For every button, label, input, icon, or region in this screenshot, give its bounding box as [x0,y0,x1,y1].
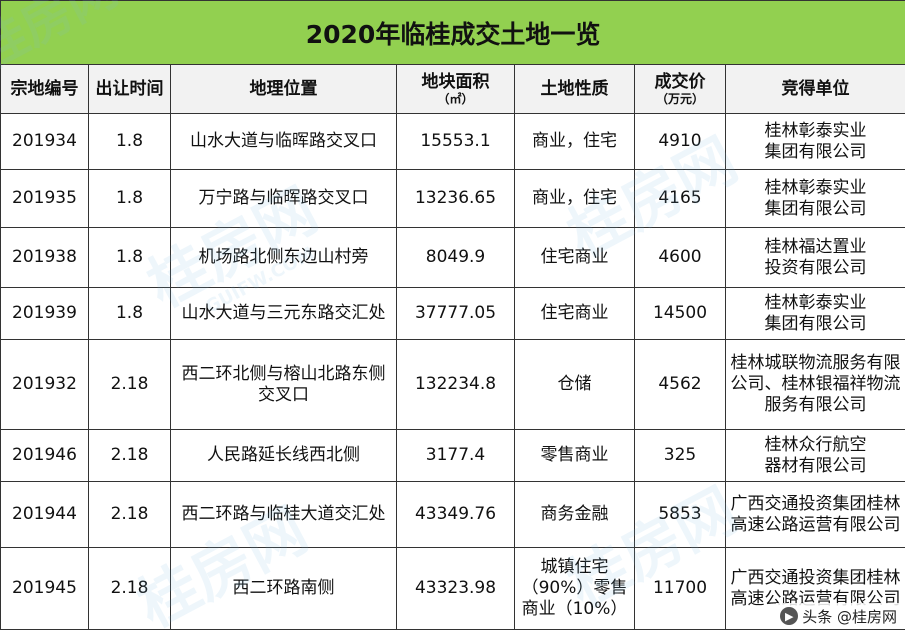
cell-sale-date: 2.18 [89,430,171,482]
column-header-unit: （万元） [635,92,725,106]
cell-price: 4600 [635,228,726,288]
cell-winning-bidder: 桂林彰泰实业 集团有限公司 [726,114,905,170]
column-header: 出让时间 [89,65,171,114]
column-header-label: 出让时间 [96,79,164,99]
column-header-label: 宗地编号 [11,79,79,99]
cell-price: 4165 [635,170,726,228]
cell-parcel-id: 201938 [1,228,89,288]
cell-price: 14500 [635,288,726,340]
column-header-unit: （㎡） [397,92,514,106]
land-transactions-sheet: 2020年临桂成交土地一览 宗地编号出让时间 地理位置 地块面积（㎡） 土地性质 成交价… [0,0,905,631]
cell-winning-bidder: 桂林福达置业 投资有限公司 [726,228,905,288]
cell-location: 万宁路与临晖路交叉口 [171,170,397,228]
header-row: 宗地编号出让时间 地理位置 地块面积（㎡） 土地性质 成交价（万元） 竞得单位 [1,65,905,114]
cell-land-use: 零售商业 [515,430,635,482]
column-header: 宗地编号 [1,65,89,114]
cell-parcel-id: 201934 [1,114,89,170]
cell-sale-date: 1.8 [89,288,171,340]
cell-location: 机场路北侧东边山村旁 [171,228,397,288]
cell-sale-date: 1.8 [89,170,171,228]
cell-parcel-id: 201935 [1,170,89,228]
cell-location: 西二环北侧与榕山北路东侧 交叉口 [171,340,397,430]
cell-land-use: 商业，住宅 [515,114,635,170]
column-header: 成交价（万元） [635,65,726,114]
cell-price: 5853 [635,482,726,548]
cell-area: 3177.4 [397,430,515,482]
cell-area: 13236.65 [397,170,515,228]
cell-land-use: 住宅商业 [515,288,635,340]
cell-land-use: 住宅商业 [515,228,635,288]
cell-parcel-id: 201946 [1,430,89,482]
cell-parcel-id: 201939 [1,288,89,340]
cell-sale-date: 2.18 [89,548,171,630]
cell-land-use: 商务金融 [515,482,635,548]
cell-winning-bidder: 桂林彰泰实业 集团有限公司 [726,170,905,228]
column-header-label: 成交价 [655,72,706,92]
cell-winning-bidder: 桂林彰泰实业 集团有限公司 [726,288,905,340]
table-title: 2020年临桂成交土地一览 [1,1,905,65]
cell-price: 4562 [635,340,726,430]
cell-sale-date: 1.8 [89,228,171,288]
column-header: 地理位置 [171,65,397,114]
cell-parcel-id: 201932 [1,340,89,430]
cell-location: 人民路延长线西北侧 [171,430,397,482]
cell-land-use: 商业，住宅 [515,170,635,228]
cell-area: 43349.76 [397,482,515,548]
cell-sale-date: 2.18 [89,482,171,548]
cell-area: 37777.05 [397,288,515,340]
cell-parcel-id: 201944 [1,482,89,548]
land-table: 2020年临桂成交土地一览 宗地编号出让时间 地理位置 地块面积（㎡） 土地性质 成交价… [0,0,905,630]
cell-area: 15553.1 [397,114,515,170]
cell-sale-date: 2.18 [89,340,171,430]
column-header-label: 地块面积 [422,72,490,92]
cell-area: 132234.8 [397,340,515,430]
cell-location: 山水大道与临晖路交叉口 [171,114,397,170]
cell-winning-bidder: 广西交通投资集团桂林 高速公路运营有限公司 [726,482,905,548]
cell-price: 4910 [635,114,726,170]
cell-area: 43323.98 [397,548,515,630]
cell-area: 8049.9 [397,228,515,288]
column-header: 土地性质 [515,65,635,114]
cell-price: 11700 [635,548,726,630]
cell-location: 山水大道与三元东路交汇处 [171,288,397,340]
source-label: 头条 @桂房网 [802,606,897,627]
toutiao-logo-icon: ▶ [780,607,798,625]
cell-winning-bidder: 桂林众行航空 器材有限公司 [726,430,905,482]
source-credit: ▶ 头条 @桂房网 [776,603,903,629]
cell-location: 西二环路南侧 [171,548,397,630]
cell-parcel-id: 201945 [1,548,89,630]
column-header: 竞得单位 [726,65,905,114]
column-header-label: 竞得单位 [782,79,850,99]
cell-land-use: 仓储 [515,340,635,430]
column-header-label: 地理位置 [250,79,318,99]
cell-price: 325 [635,430,726,482]
cell-location: 西二环路与临桂大道交汇处 [171,482,397,548]
cell-sale-date: 1.8 [89,114,171,170]
column-header-label: 土地性质 [541,79,609,99]
cell-land-use: 城镇住宅 （90%）零售 商业（10%） [515,548,635,630]
cell-winning-bidder: 桂林城联物流服务有限 公司、桂林银福祥物流 服务有限公司 [726,340,905,430]
column-header: 地块面积（㎡） [397,65,515,114]
